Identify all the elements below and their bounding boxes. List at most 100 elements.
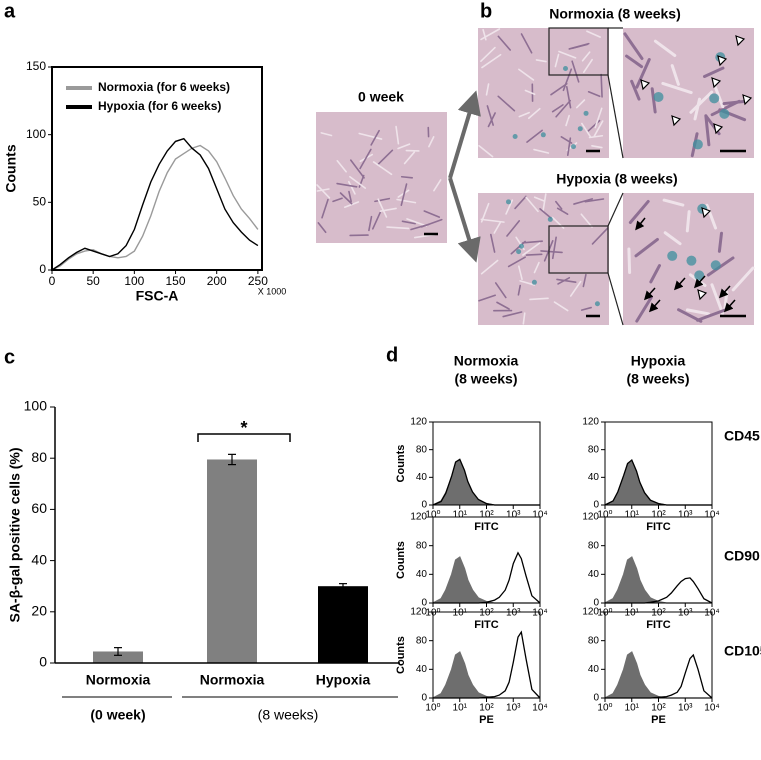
- stain: [719, 109, 729, 119]
- x-tick-label: 10³: [678, 703, 693, 714]
- micrographs: [316, 28, 754, 325]
- y-tick-label: 120: [582, 512, 599, 523]
- x-tick-label: 10¹: [453, 703, 468, 714]
- y-tick-label: 120: [410, 607, 427, 618]
- x-tick-label: 10¹: [453, 608, 468, 619]
- x-tick-label: 10¹: [453, 510, 468, 521]
- column-title: (8 weeks): [454, 371, 517, 387]
- x-tick-label: 10²: [651, 608, 666, 619]
- x-axis-label: FITC: [474, 521, 498, 533]
- histogram-area: [433, 652, 540, 698]
- y-tick-label: 100: [24, 398, 48, 414]
- arrow: [450, 178, 474, 255]
- y-tick-label: 100: [26, 127, 46, 141]
- y-axis-label: Counts: [395, 636, 407, 674]
- y-tick-label: 120: [410, 417, 427, 428]
- x-axis-label: FITC: [474, 619, 498, 631]
- x-tick-label: Hypoxia: [316, 672, 371, 688]
- x-axis-label: FSC-A: [136, 288, 179, 304]
- x-axis-label: FITC: [646, 521, 670, 533]
- histogram-area: [605, 652, 712, 698]
- y-tick-label: 150: [26, 59, 46, 73]
- micrograph: [316, 112, 447, 243]
- stain: [578, 126, 583, 131]
- histogram-area: [433, 557, 540, 603]
- y-tick-label: 40: [588, 569, 600, 580]
- x-tick-label: 0: [49, 274, 56, 288]
- x-tick-label: Normoxia: [86, 672, 151, 688]
- stain: [532, 280, 537, 285]
- y-tick-label: 120: [582, 607, 599, 618]
- arrow: [450, 98, 474, 178]
- cell: [601, 74, 602, 96]
- y-tick-label: 40: [416, 472, 428, 483]
- panel-label: d: [386, 344, 398, 366]
- y-tick-label: 0: [39, 654, 47, 670]
- stain: [571, 144, 576, 149]
- panel-label: a: [4, 0, 16, 22]
- x-axis-label: FITC: [646, 619, 670, 631]
- x-tick-label: 10³: [678, 510, 693, 521]
- stain: [711, 260, 721, 270]
- cell: [719, 233, 721, 251]
- cell: [402, 177, 412, 178]
- stain: [516, 249, 521, 254]
- x-tick-label: 200: [207, 274, 227, 288]
- x-tick-label: 10¹: [625, 608, 640, 619]
- column-title: Hypoxia: [631, 353, 686, 369]
- stain: [519, 244, 524, 249]
- x-tick-label: 10¹: [625, 510, 640, 521]
- row-label: CD105: [724, 643, 761, 659]
- cell: [629, 249, 630, 272]
- stain: [563, 66, 568, 71]
- y-tick-label: 80: [588, 444, 600, 455]
- row-label: CD45: [724, 428, 760, 444]
- group-label: (8 weeks): [258, 707, 319, 723]
- bar: [207, 459, 257, 663]
- column-title: Normoxia: [454, 353, 519, 369]
- y-tick-label: 40: [416, 569, 428, 580]
- x-tick-label: 10²: [479, 510, 494, 521]
- x-axis-label: PE: [479, 714, 494, 726]
- y-tick-label: 60: [31, 500, 47, 516]
- histogram-area: [605, 557, 712, 603]
- x-tick-label: 10³: [506, 510, 521, 521]
- x-tick-label: 10²: [651, 703, 666, 714]
- legend-label: Hypoxia (for 6 weeks): [98, 99, 221, 113]
- x-tick-label: 10⁰: [425, 703, 440, 714]
- x-tick-label: 10³: [678, 608, 693, 619]
- image-title: Normoxia (8 weeks): [549, 6, 681, 22]
- x-tick-label: 10⁴: [704, 703, 719, 714]
- row-label: CD90: [724, 548, 760, 564]
- x-axis-label: PE: [651, 714, 666, 726]
- y-tick-label: 0: [39, 262, 46, 276]
- cell: [725, 292, 727, 310]
- cell: [687, 212, 689, 231]
- stain: [693, 139, 703, 149]
- y-axis-label: Counts: [395, 445, 407, 483]
- y-tick-label: 120: [582, 417, 599, 428]
- stain: [548, 217, 553, 222]
- histogram-line: [52, 146, 258, 271]
- stain: [595, 301, 600, 306]
- x-tick-label: 100: [124, 274, 144, 288]
- x-tick-label: 10⁰: [597, 703, 612, 714]
- cell: [530, 298, 548, 299]
- y-tick-label: 80: [588, 540, 600, 551]
- y-tick-label: 40: [416, 664, 428, 675]
- y-tick-label: 40: [31, 551, 47, 567]
- stain: [654, 92, 664, 102]
- y-tick-label: 80: [416, 540, 428, 551]
- x-unit-label: X 1000: [258, 286, 287, 296]
- y-axis-label: Counts: [395, 541, 407, 579]
- x-tick-label: 10⁴: [532, 703, 547, 714]
- column-title: (8 weeks): [626, 371, 689, 387]
- micrograph: [478, 28, 609, 158]
- image-title: 0 week: [358, 89, 404, 105]
- stain: [584, 111, 589, 116]
- stain: [541, 132, 546, 137]
- x-tick-label: 10²: [651, 510, 666, 521]
- x-tick-label: 10²: [479, 703, 494, 714]
- y-tick-label: 40: [588, 664, 600, 675]
